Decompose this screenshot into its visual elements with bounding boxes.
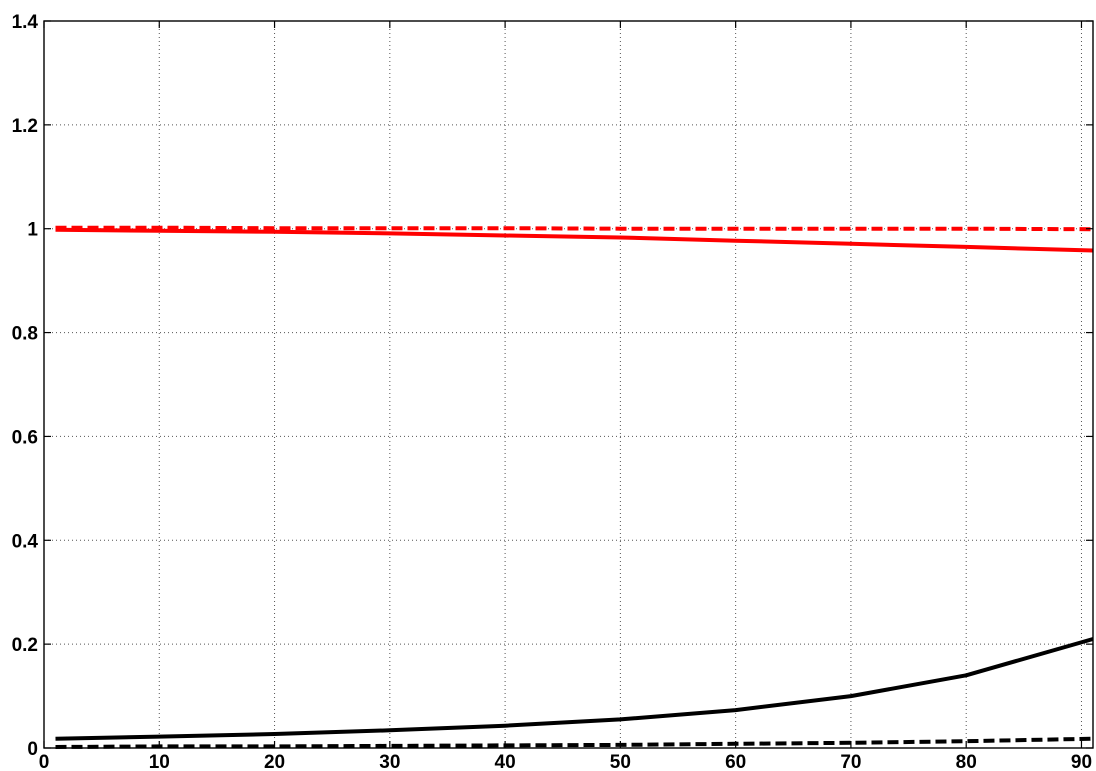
y-tick-label: 1.2 [12,116,38,137]
x-tick-label: 40 [495,752,516,771]
x-tick-label: 10 [149,752,170,771]
x-tick-label: 50 [610,752,631,771]
y-tick-label: 0.6 [12,427,38,448]
x-tick-label: 60 [725,752,746,771]
series-line-2 [55,227,1094,253]
series-line-1 [55,225,1094,232]
y-axis-tick-labels: 0 0.2 0.4 0.6 0.8 1 1.2 1.4 [12,12,39,760]
y-tick-label: 1 [27,220,38,241]
grid [44,21,1093,748]
y-tick-label: 0.2 [12,635,38,656]
tick-marks [43,20,1093,749]
plot-area-frame [43,20,1094,749]
x-tick-label: 30 [379,752,400,771]
y-tick-label: 0.4 [12,531,39,552]
series-line-4 [55,736,1094,749]
x-tick-label: 0 [39,752,50,771]
x-axis-tick-labels: 0 10 20 30 40 50 60 70 80 90 [39,752,1092,771]
x-tick-label: 80 [956,752,977,771]
series-line-3 [55,637,1094,741]
series-layer [55,225,1094,749]
x-tick-label: 90 [1071,752,1092,771]
y-tick-label: 0.8 [12,324,38,345]
y-tick-label: 1.4 [12,12,39,33]
x-tick-label: 20 [264,752,285,771]
x-tick-label: 70 [840,752,861,771]
y-tick-label: 0 [27,739,38,760]
